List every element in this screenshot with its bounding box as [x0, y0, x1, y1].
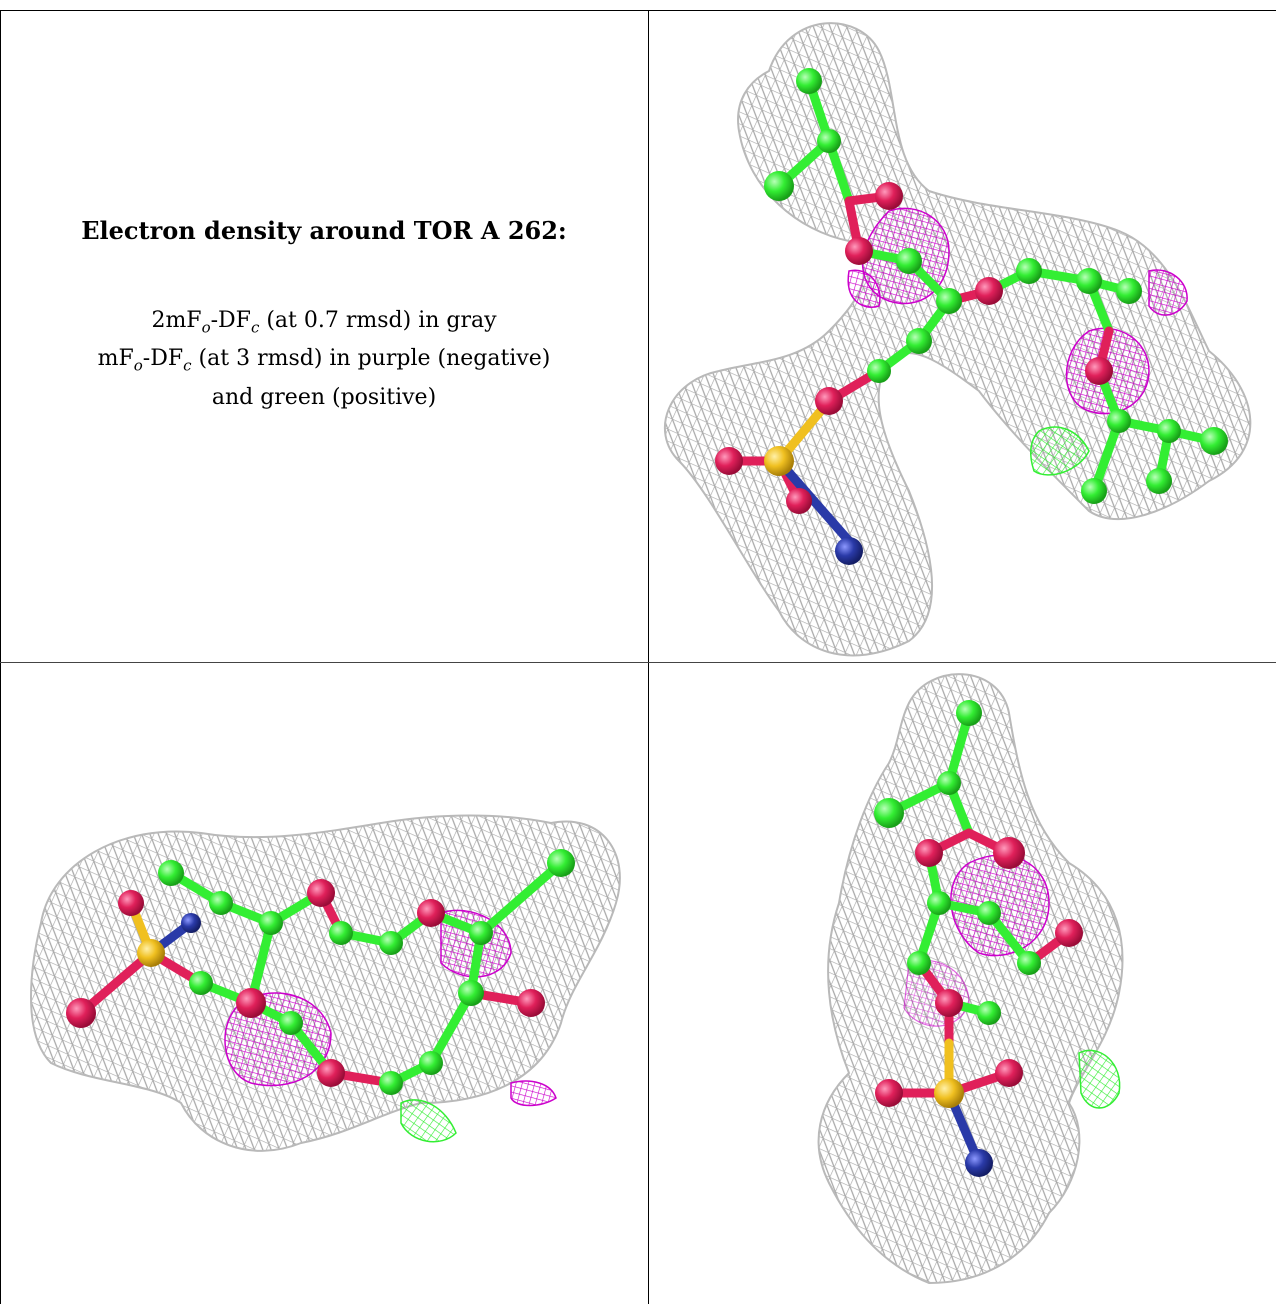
gray-mesh — [663, 22, 1252, 657]
caption-legend: 2mFo-DFc (at 0.7 rmsd) in gray mFo-DFc (… — [0, 305, 648, 414]
caption-title: Electron density around TOR A 262: — [81, 216, 567, 245]
caption: Electron density around TOR A 262: 2mFo-… — [0, 216, 648, 414]
view-top-right — [649, 11, 1276, 662]
table-divider-vertical — [648, 10, 649, 1304]
density-map-bottom-right — [817, 673, 1124, 1285]
gray-mesh — [30, 814, 621, 1152]
green-mesh — [400, 1099, 457, 1143]
caption-cell: Electron density around TOR A 262: 2mFo-… — [0, 10, 648, 662]
green-mesh — [1078, 1049, 1121, 1109]
legend-line-purple: mFo-DFc (at 3 rmsd) in purple (negative) — [97, 346, 551, 375]
legend-line-green: and green (positive) — [211, 384, 437, 410]
legend-line-gray: 2mFo-DFc (at 0.7 rmsd) in gray — [151, 308, 497, 337]
view-bottom-right — [649, 663, 1276, 1304]
view-bottom-left — [1, 663, 648, 1304]
table-border-left — [0, 10, 1, 1304]
ligand-atoms — [66, 849, 575, 1095]
table-border-top — [0, 10, 1276, 11]
ligand-atoms — [874, 700, 1083, 1177]
density-map-bottom-left — [30, 814, 621, 1152]
gray-mesh — [817, 673, 1124, 1285]
table-divider-horizontal — [0, 662, 1276, 663]
ligand-atoms — [715, 68, 1228, 565]
density-map-top-right — [663, 22, 1252, 657]
green-mesh — [1029, 426, 1090, 476]
